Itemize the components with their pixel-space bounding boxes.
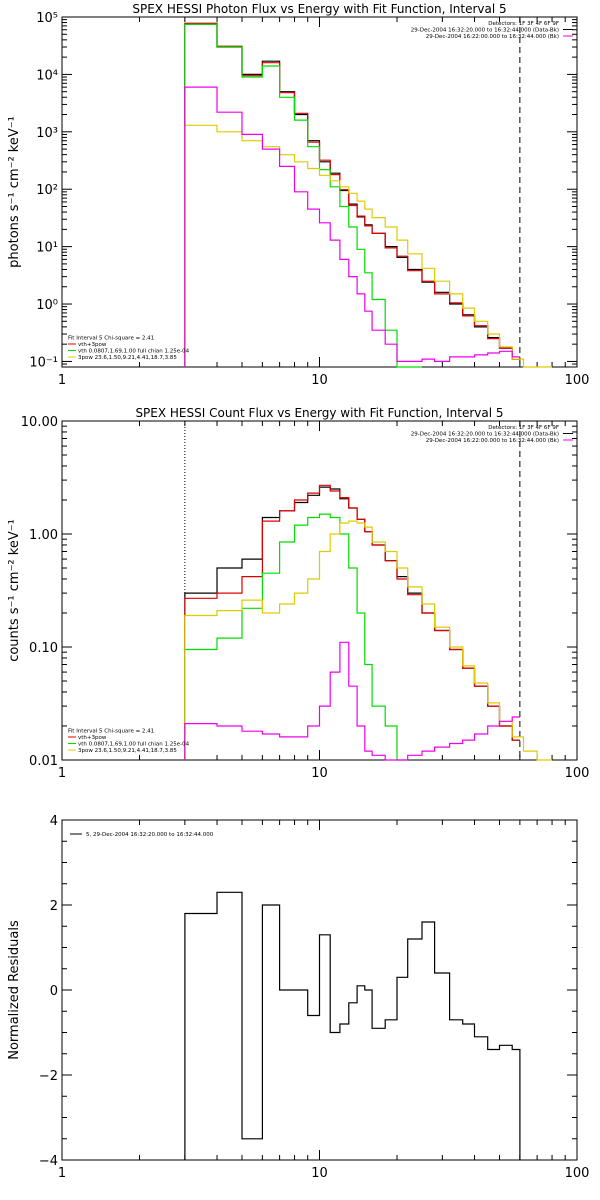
x-tick-label: 1: [58, 373, 66, 388]
legend-top-text: 29-Dec-2004 16:22:00.000 to 16:32:44.000…: [426, 438, 559, 444]
y-tick-label: 0: [50, 984, 58, 999]
y-tick-label: 10⁻¹: [29, 355, 58, 370]
series-line-2: [184, 484, 520, 760]
chart-title: SPEX HESSI Photon Flux vs Energy with Fi…: [132, 2, 506, 16]
legend-bottom-text: Fit Interval 5 Chi-square = 2.41: [68, 729, 154, 735]
series-line-4: [184, 520, 552, 761]
y-axis-label: Normalized Residuals: [7, 920, 22, 1060]
y-tick-label: 10⁵: [36, 11, 58, 26]
series-line-4: [184, 124, 552, 368]
y-tick-label: 10⁴: [36, 68, 58, 83]
y-tick-label: 0.01: [29, 754, 58, 769]
chart-panel-3: 1 10 100 −4 −2 0 2 4 Normalized Residuals 5, 29-D…: [7, 814, 589, 1181]
y-tick-label: −4: [39, 1154, 58, 1169]
series-line-2: [184, 22, 520, 367]
legend-bottom-text: 3pow 23.6,1.50,9.21,4.41,18.7,3.85: [78, 355, 177, 361]
chart-title: SPEX HESSI Count Flux vs Energy with Fit…: [135, 406, 503, 420]
y-tick-label: 0.10: [29, 641, 58, 656]
y-tick-label: 10.00: [21, 415, 58, 430]
x-tick-label: 10: [311, 766, 328, 781]
legend-bottom-text: vth+3pow: [78, 342, 107, 348]
x-tick-label: 100: [565, 766, 590, 781]
series-line-3: [184, 23, 422, 368]
y-tick-label: −2: [39, 1069, 58, 1084]
y-tick-label: 2: [50, 899, 58, 914]
x-tick-label: 1: [58, 1166, 66, 1181]
legend-top-text: 29-Dec-2004 16:32:20.000 to 16:32:44.000…: [411, 432, 559, 438]
x-tick-label: 100: [565, 373, 590, 388]
x-tick-label: 1: [58, 766, 66, 781]
y-tick-label: 4: [50, 814, 58, 829]
chart-panel-2: SPEX HESSI Count Flux vs Energy with Fit…: [7, 406, 589, 781]
legend-bottom-text: 3pow 23.6,1.50,9.21,4.41,18.7,3.85: [78, 748, 177, 754]
y-tick-label: 10⁰: [36, 298, 58, 313]
series-line-1: [184, 891, 521, 1160]
legend-top-text: Detectors: 1F 3F 4F 6F 9F: [488, 21, 559, 27]
legend-top-text: Detectors: 1F 3F 4F 6F 9F: [488, 425, 559, 431]
y-axis-label: counts s⁻¹ cm⁻² keV⁻¹: [7, 519, 22, 662]
legend-text: 5, 29-Dec-2004 16:32:20.000 to 16:32:44.…: [86, 832, 214, 838]
series-line-5: [184, 641, 520, 761]
y-tick-label: 10²: [36, 183, 58, 198]
x-tick-label: 100: [565, 1166, 590, 1181]
x-tick-label: 10: [311, 373, 328, 388]
plot-frame: [61, 16, 578, 368]
x-tick-label: 10: [311, 1166, 328, 1181]
y-tick-label: 10¹: [36, 241, 58, 256]
legend-top-text: 29-Dec-2004 16:22:00.000 to 16:32:44.000…: [426, 34, 559, 40]
y-tick-label: 1.00: [29, 528, 58, 543]
legend-bottom-text: Fit Interval 5 Chi-square = 2.41: [68, 336, 154, 342]
legend-top-text: 29-Dec-2004 16:32:20.000 to 16:32:44.000…: [411, 28, 559, 34]
series-line-1: [184, 486, 520, 760]
chart-panel-1: SPEX HESSI Photon Flux vs Energy with Fi…: [7, 2, 589, 388]
y-axis-label: photons s⁻¹ cm⁻² keV⁻¹: [7, 116, 22, 268]
legend-bottom-text: vth+3pow: [78, 735, 107, 741]
legend-bottom-text: vth 0.0807,1.69,1.00 full chian 1.25e-04: [78, 349, 190, 355]
legend-bottom-text: vth 0.0807,1.69,1.00 full chian 1.25e-04: [78, 742, 190, 748]
y-tick-label: 10³: [36, 126, 58, 141]
series-line-3: [184, 513, 408, 761]
series-line-5: [184, 86, 520, 367]
